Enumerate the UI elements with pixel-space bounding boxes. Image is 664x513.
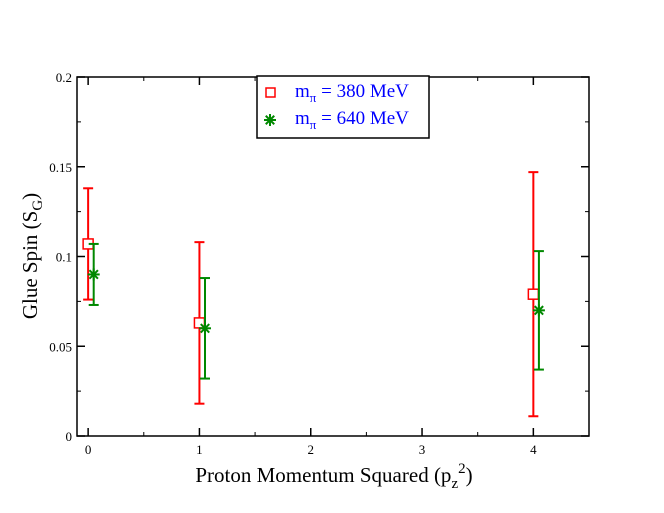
data-point-square <box>527 288 540 300</box>
series-1 <box>87 242 545 380</box>
data-series <box>82 171 545 418</box>
asterisk-stroke <box>88 269 99 280</box>
y-tick-label: 0.05 <box>49 339 72 354</box>
legend-entry-640: mπ = 640 MeV <box>264 108 409 132</box>
legend-label-640: mπ = 640 MeV <box>295 108 409 132</box>
asterisk-stroke <box>265 115 275 125</box>
x-tick-label: 2 <box>307 442 314 457</box>
legend-square-marker <box>265 87 276 98</box>
data-point-asterisk <box>199 322 211 335</box>
x-tick-label: 0 <box>85 442 92 457</box>
asterisk-stroke <box>200 323 210 334</box>
y-tick-label: 0.1 <box>56 250 72 265</box>
data-point-asterisk <box>87 268 100 281</box>
y-axis-title: Glue Spin (SG) <box>18 193 46 319</box>
legend-asterisk <box>264 114 276 126</box>
legend-asterisk-marker <box>264 114 276 126</box>
x-tick-label: 1 <box>196 442 203 457</box>
series-0 <box>82 171 540 418</box>
x-axis-title: Proton Momentum Squared (pz2) <box>195 461 472 492</box>
y-tick-label: 0.15 <box>49 160 72 175</box>
asterisk-stroke <box>533 305 544 316</box>
legend: mπ = 380 MeV mπ = 640 MeV <box>256 75 430 139</box>
legend-entry-380: mπ = 380 MeV <box>265 81 409 105</box>
legend-box <box>256 75 430 139</box>
x-tick-label: 3 <box>419 442 426 457</box>
legend-label-380: mπ = 380 MeV <box>295 81 409 105</box>
y-tick-label: 0 <box>66 429 73 444</box>
y-tick-label: 0.2 <box>56 70 72 85</box>
x-tick-label: 4 <box>530 442 537 457</box>
data-point-asterisk <box>532 304 545 317</box>
